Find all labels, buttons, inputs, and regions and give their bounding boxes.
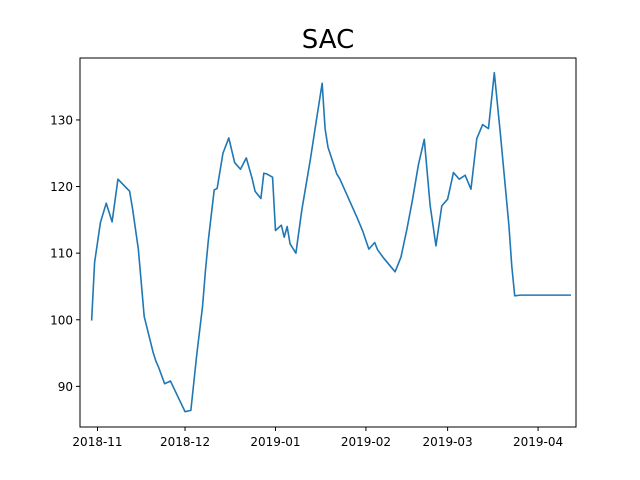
- y-tick-label: 120: [50, 180, 73, 194]
- y-tick-label: 90: [58, 380, 73, 394]
- y-tick-label: 110: [50, 247, 73, 261]
- series-line: [90, 71, 571, 413]
- axes-frame: [79, 57, 577, 428]
- x-tick-label: 2018-11: [72, 435, 122, 449]
- x-tick-label: 2019-04: [513, 435, 563, 449]
- y-tick-label: 100: [50, 313, 73, 327]
- x-axis: 2018-11 2018-12 2019-01 2019-02 2019-03 2019-…: [72, 427, 563, 449]
- x-tick-label: 2019-02: [341, 435, 391, 449]
- y-axis: 90 100 110 120 130: [50, 113, 80, 394]
- x-tick-label: 2019-01: [250, 435, 300, 449]
- chart-title: SAC: [302, 25, 354, 55]
- x-tick-label: 2019-03: [423, 435, 473, 449]
- plot-area: 2018-11 2018-12 2019-01 2019-02 2019-03 2019-…: [50, 57, 577, 449]
- y-tick-label: 130: [50, 113, 73, 127]
- x-tick-label: 2018-12: [160, 435, 210, 449]
